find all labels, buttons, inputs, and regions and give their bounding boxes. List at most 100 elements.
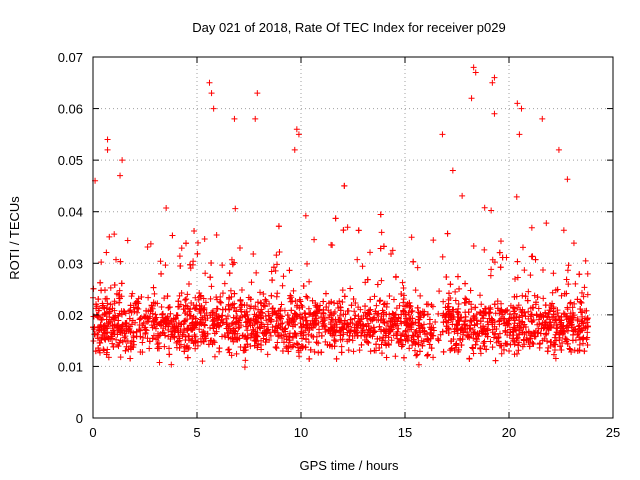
data-point [270, 264, 277, 271]
data-point [160, 329, 167, 336]
data-point [362, 303, 369, 310]
data-point [117, 258, 124, 265]
data-point [189, 324, 196, 331]
data-point [387, 315, 394, 322]
data-point [417, 292, 424, 299]
data-point [565, 281, 572, 288]
data-point [238, 302, 245, 309]
data-point [383, 311, 390, 318]
data-point [382, 337, 389, 344]
data-point [440, 310, 447, 317]
data-point [191, 304, 198, 311]
data-point [519, 329, 526, 336]
data-point [187, 265, 194, 272]
data-point [564, 176, 571, 183]
data-point [298, 343, 305, 350]
data-point [560, 310, 567, 317]
data-point [329, 317, 336, 324]
data-point [117, 354, 124, 361]
data-point [123, 328, 130, 335]
data-point [522, 313, 529, 320]
data-point [497, 315, 504, 322]
data-point [370, 324, 377, 331]
data-point [579, 320, 586, 327]
data-point [561, 290, 568, 297]
data-point [269, 324, 276, 331]
data-point [264, 351, 271, 358]
data-point [289, 315, 296, 322]
y-tick-label: 0.06 [58, 102, 83, 117]
data-point [325, 327, 332, 334]
data-point [202, 299, 209, 306]
data-point [555, 312, 562, 319]
data-point [201, 322, 208, 329]
data-point [350, 348, 357, 355]
data-point [155, 332, 162, 339]
y-tick-label: 0.02 [58, 308, 83, 323]
data-point [303, 317, 310, 324]
data-point [293, 312, 300, 319]
data-point [331, 299, 338, 306]
data-point [478, 328, 485, 335]
data-point [97, 279, 104, 286]
data-point [142, 324, 149, 331]
data-point [353, 329, 360, 336]
data-point [117, 172, 124, 179]
data-point [175, 320, 182, 327]
x-axis-label: GPS time / hours [300, 458, 399, 473]
data-point [120, 308, 127, 315]
data-point [454, 330, 461, 337]
data-point [531, 333, 538, 340]
data-point [411, 347, 418, 354]
data-point [462, 295, 469, 302]
data-point [113, 290, 120, 297]
data-point [398, 290, 405, 297]
data-point [415, 334, 422, 341]
data-point [277, 307, 284, 314]
data-point [191, 227, 198, 234]
data-point [113, 324, 120, 331]
data-point [473, 311, 480, 318]
data-point [402, 337, 409, 344]
y-tick-label: 0.04 [58, 205, 83, 220]
data-point [137, 327, 144, 334]
data-point [116, 295, 123, 302]
data-point [446, 308, 453, 315]
data-point [243, 335, 250, 342]
data-point [371, 328, 378, 335]
data-point [319, 318, 326, 325]
data-point [402, 327, 409, 334]
data-point [406, 299, 413, 306]
data-point [383, 342, 390, 349]
data-point [112, 314, 119, 321]
data-point [516, 314, 523, 321]
data-point [226, 270, 233, 277]
data-point [156, 359, 163, 366]
data-point [253, 269, 260, 276]
data-point [439, 253, 446, 260]
data-point [177, 341, 184, 348]
data-point [101, 335, 108, 342]
data-point [207, 324, 214, 331]
data-point [578, 299, 585, 306]
data-point [472, 304, 479, 311]
data-point [365, 329, 372, 336]
data-point [285, 348, 292, 355]
data-point [176, 253, 183, 260]
data-point [133, 298, 140, 305]
data-point [514, 100, 521, 107]
data-point [228, 256, 235, 263]
data-point [130, 334, 137, 341]
data-point [521, 321, 528, 328]
data-point [182, 296, 189, 303]
data-point [473, 335, 480, 342]
data-point [424, 352, 431, 359]
data-point [426, 341, 433, 348]
data-point [231, 304, 238, 311]
data-point [414, 351, 421, 358]
data-point [450, 306, 457, 313]
data-point [254, 90, 261, 97]
data-point [470, 64, 477, 71]
data-point [121, 309, 128, 316]
data-point [139, 322, 146, 329]
